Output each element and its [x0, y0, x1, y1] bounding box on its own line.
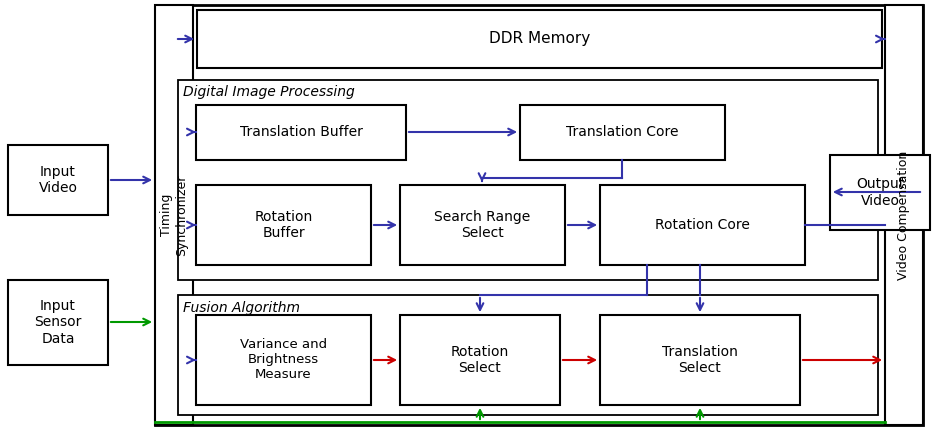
Bar: [197, 10, 881, 68]
Text: Variance and
Brightness
Measure: Variance and Brightness Measure: [240, 339, 327, 381]
Text: Rotation
Buffer: Rotation Buffer: [254, 210, 313, 240]
Bar: [599, 185, 804, 265]
Text: Timing
Synchronizer: Timing Synchronizer: [160, 175, 188, 256]
Bar: [8, 145, 108, 215]
Bar: [829, 155, 929, 230]
Bar: [196, 105, 405, 160]
Text: Input
Sensor
Data: Input Sensor Data: [35, 299, 81, 346]
Bar: [196, 315, 371, 405]
Text: Input
Video: Input Video: [38, 165, 78, 195]
Text: Translation Core: Translation Core: [565, 126, 678, 140]
Bar: [885, 5, 922, 425]
Bar: [599, 315, 799, 405]
Bar: [178, 295, 877, 415]
Text: Rotation
Select: Rotation Select: [450, 345, 508, 375]
Text: DDR Memory: DDR Memory: [489, 32, 590, 47]
Text: Fusion Algorithm: Fusion Algorithm: [183, 301, 300, 315]
Text: Digital Image Processing: Digital Image Processing: [183, 85, 355, 99]
Text: Translation Buffer: Translation Buffer: [240, 126, 362, 140]
Text: Search Range
Select: Search Range Select: [434, 210, 530, 240]
Bar: [154, 5, 193, 425]
Bar: [8, 280, 108, 365]
Text: Video Compensation: Video Compensation: [897, 150, 910, 280]
Bar: [178, 80, 877, 280]
Text: Output
Video: Output Video: [855, 178, 903, 208]
Bar: [154, 5, 922, 425]
Text: Translation
Select: Translation Select: [662, 345, 738, 375]
Bar: [400, 315, 560, 405]
Bar: [400, 185, 564, 265]
Bar: [519, 105, 724, 160]
Text: Rotation Core: Rotation Core: [654, 218, 749, 232]
Bar: [196, 185, 371, 265]
